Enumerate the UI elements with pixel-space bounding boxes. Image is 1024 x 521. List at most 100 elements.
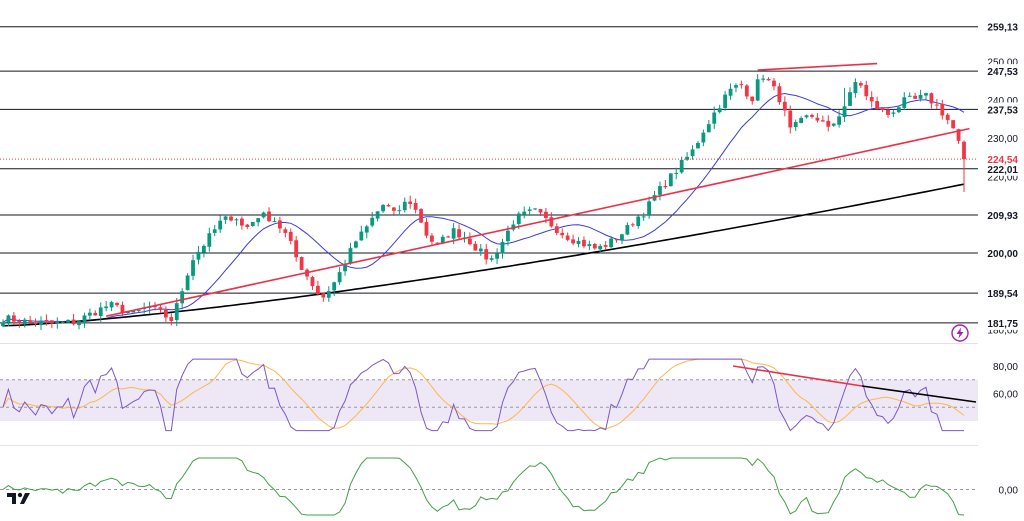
candle-body: [489, 258, 494, 260]
candle: [495, 248, 499, 265]
candle: [229, 214, 233, 222]
candle-body: [87, 312, 92, 316]
candle: [354, 240, 358, 249]
candle-body: [93, 312, 98, 316]
candle: [120, 301, 125, 317]
candle-body: [831, 123, 836, 126]
candle-body: [820, 120, 825, 122]
candle-body: [17, 321, 22, 324]
candle-body: [853, 82, 858, 94]
price-tick-label: 250,00: [987, 58, 1018, 69]
candle: [11, 311, 16, 325]
candle-body: [163, 309, 168, 318]
candle: [218, 215, 223, 233]
candle-body: [375, 211, 380, 219]
candle: [82, 312, 87, 328]
candle-body: [864, 84, 869, 97]
level-tag-label: 181,75: [987, 319, 1018, 330]
candle-body: [761, 78, 766, 80]
candle-body: [484, 249, 489, 260]
candle-body: [907, 95, 912, 97]
candle: [359, 225, 364, 241]
candle: [886, 107, 890, 118]
candle: [22, 317, 27, 328]
candle-body: [402, 201, 407, 211]
candle-body: [658, 186, 662, 195]
candle: [723, 91, 728, 111]
candle-body: [169, 317, 174, 321]
rsi-black-trendline: [861, 385, 977, 403]
candle-body: [739, 84, 744, 86]
candle-body: [174, 303, 179, 321]
candle-body: [902, 97, 907, 108]
candle: [929, 92, 934, 109]
candle-body: [451, 228, 456, 239]
lightning-icon[interactable]: [951, 324, 969, 342]
candle-body: [848, 92, 852, 106]
rsi-pane: 80,00 60,00: [0, 343, 1018, 432]
candle: [397, 205, 402, 216]
candle: [55, 317, 60, 329]
candle-body: [201, 245, 206, 253]
candle-body: [962, 141, 966, 160]
candle-body: [625, 225, 630, 235]
candle-body: [120, 304, 125, 314]
candle: [761, 74, 766, 83]
candle: [902, 92, 907, 111]
level-tag-bg: [981, 315, 1021, 330]
candle: [364, 224, 369, 239]
candle-body: [44, 319, 49, 322]
candle-body: [435, 242, 440, 244]
candle: [489, 255, 494, 262]
candle: [49, 320, 54, 329]
candle-body: [55, 321, 60, 324]
candle-body: [560, 232, 565, 236]
candle: [663, 180, 668, 190]
candle: [603, 241, 608, 250]
candle: [799, 116, 804, 124]
level-tag-label: 259,13: [987, 23, 1018, 34]
candle-body: [500, 241, 505, 254]
rsi-band: [0, 379, 978, 421]
candle-body: [696, 142, 700, 149]
candle: [641, 212, 646, 221]
candle: [630, 222, 635, 228]
candle-body: [136, 309, 141, 311]
candle: [245, 223, 250, 229]
candle: [261, 211, 266, 219]
rising-support-trendline: [105, 127, 970, 317]
candle: [87, 308, 92, 321]
level-tag-label: 222,01: [987, 165, 1018, 176]
candle-body: [886, 109, 890, 115]
candle: [690, 145, 695, 160]
candle: [294, 235, 299, 262]
candle: [820, 115, 825, 122]
candle-body: [636, 216, 641, 227]
candle-body: [413, 202, 418, 210]
candle: [283, 227, 288, 238]
candle: [288, 228, 293, 245]
candle-body: [782, 101, 787, 111]
candle: [17, 318, 22, 328]
candle: [891, 109, 896, 118]
candle-body: [706, 124, 711, 133]
candle: [576, 237, 581, 248]
candle-body: [565, 235, 570, 240]
candle: [33, 318, 38, 327]
candle-body: [924, 93, 928, 96]
last-price-tag-bg: [981, 152, 1021, 167]
candle: [614, 239, 619, 243]
candle-body: [196, 251, 201, 260]
candle: [28, 315, 33, 324]
candle-body: [663, 185, 668, 188]
candle-body: [788, 110, 793, 128]
candle: [750, 96, 755, 105]
candle-body: [598, 245, 603, 250]
candle-body: [951, 120, 956, 129]
candle-body: [804, 115, 809, 118]
candle-body: [576, 240, 581, 244]
ma-long-line: [2, 183, 965, 327]
candle: [831, 123, 836, 127]
candle-body: [326, 291, 331, 298]
candle-body: [66, 319, 71, 323]
